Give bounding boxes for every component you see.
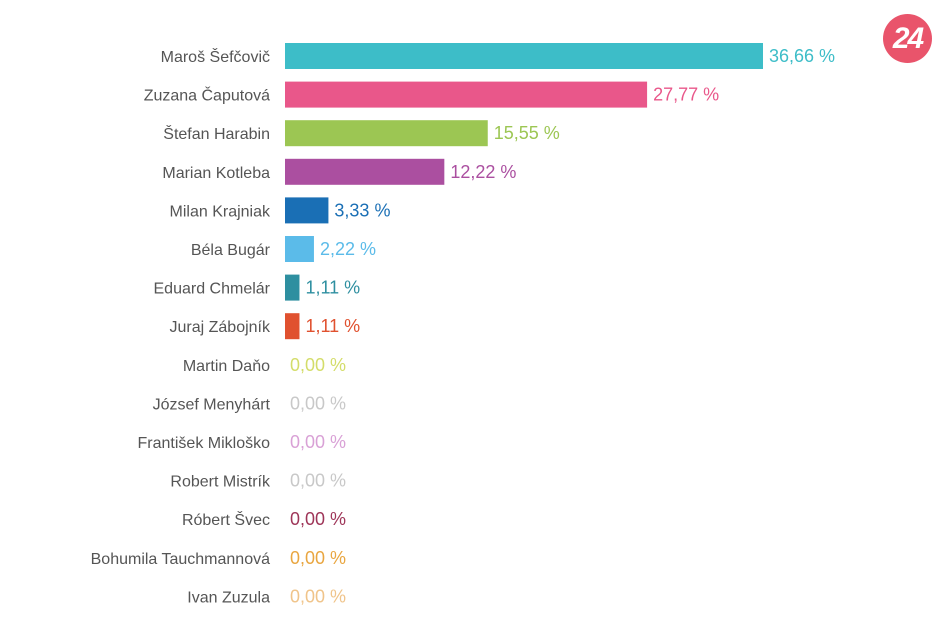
- data-label: 0,00 %: [290, 586, 346, 606]
- category-label: Zuzana Čaputová: [144, 86, 270, 105]
- bar-row: Juraj Zábojník 1,11 %: [170, 313, 360, 340]
- bar-row: Maroš Šefčovič 36,66 %: [161, 43, 835, 69]
- category-label: Robert Mistrík: [170, 474, 271, 491]
- data-label: 0,00 %: [290, 509, 346, 529]
- bar: [285, 236, 314, 262]
- bar: [285, 274, 300, 301]
- data-label: 12,22 %: [450, 162, 516, 182]
- category-label: Marian Kotleba: [162, 165, 270, 182]
- data-label: 0,00 %: [290, 355, 346, 375]
- bar-row: František Mikloško 0,00 %: [138, 432, 347, 452]
- data-label: 0,00 %: [290, 393, 346, 413]
- bar-row: Robert Mistrík 0,00 %: [170, 471, 346, 491]
- data-label: 1,11 %: [305, 316, 360, 336]
- category-label: Ivan Zuzula: [187, 589, 270, 606]
- data-label: 15,55 %: [494, 123, 560, 143]
- category-label: Eduard Chmelár: [154, 281, 271, 298]
- brand-logo-text: 24: [892, 21, 924, 55]
- brand-logo: 24: [883, 14, 932, 63]
- bar-row: Martin Daňo 0,00 %: [183, 355, 346, 375]
- bar-row: Eduard Chmelár 1,11 %: [154, 274, 360, 301]
- category-label: František Mikloško: [138, 435, 271, 452]
- bar: [285, 43, 763, 69]
- category-label: Štefan Harabin: [163, 124, 270, 143]
- bar-row: Róbert Švec 0,00 %: [182, 509, 346, 529]
- category-label: Milan Krajniak: [170, 203, 271, 220]
- bar: [285, 313, 300, 340]
- bar-row: Ivan Zuzula 0,00 %: [187, 586, 346, 606]
- data-label: 27,77 %: [653, 85, 719, 105]
- bar: [285, 81, 648, 108]
- data-label: 0,00 %: [290, 432, 346, 452]
- data-label: 2,22 %: [320, 239, 376, 259]
- data-label: 0,00 %: [290, 548, 346, 568]
- bar-row: Bohumila Tauchmannová 0,00 %: [91, 548, 346, 568]
- bar: [285, 197, 329, 224]
- category-label: Béla Bugár: [191, 242, 271, 259]
- bar: [285, 158, 445, 185]
- bar-row: Marian Kotleba 12,22 %: [162, 158, 516, 185]
- category-label: Maroš Šefčovič: [161, 47, 270, 66]
- bar-row: Béla Bugár 2,22 %: [191, 236, 376, 262]
- category-label: Juraj Zábojník: [170, 319, 271, 336]
- category-label: Bohumila Tauchmannová: [91, 551, 270, 568]
- bar-row: Milan Krajniak 3,33 %: [170, 197, 390, 224]
- bar-row: Štefan Harabin 15,55 %: [163, 120, 560, 147]
- data-label: 0,00 %: [290, 471, 346, 491]
- bar-row: Zuzana Čaputová 27,77 %: [144, 81, 719, 108]
- bar-row: József Menyhárt 0,00 %: [153, 393, 346, 413]
- data-label: 1,11 %: [305, 278, 360, 298]
- data-label: 36,66 %: [769, 46, 835, 66]
- category-label: József Menyhárt: [153, 396, 271, 413]
- data-label: 3,33 %: [334, 200, 390, 220]
- bar: [285, 120, 488, 147]
- category-label: Martin Daňo: [183, 358, 270, 375]
- category-label: Róbert Švec: [182, 510, 270, 529]
